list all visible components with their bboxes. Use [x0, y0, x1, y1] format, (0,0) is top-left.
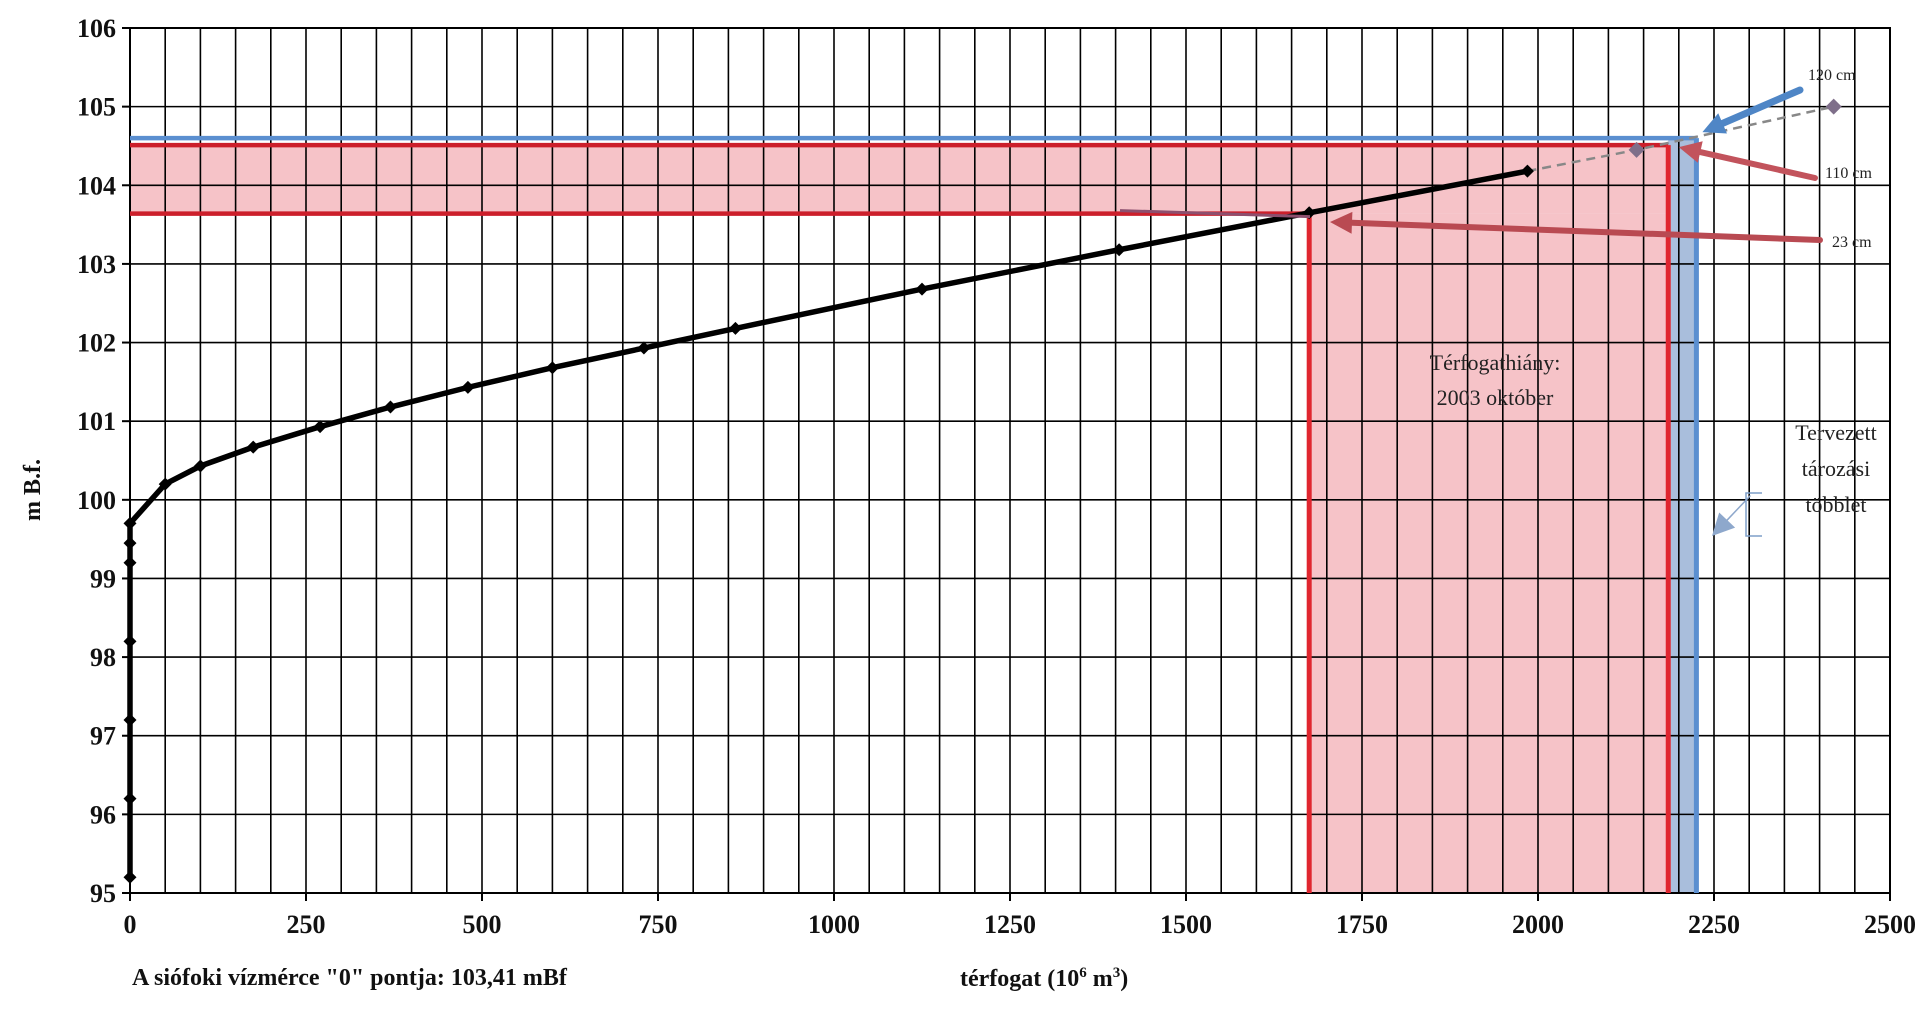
planned-label-line1: Tervezett [1795, 420, 1877, 445]
data-point-0-15 [728, 321, 742, 335]
data-point-1-1 [1628, 141, 1645, 158]
shaded-region-2 [1668, 138, 1697, 893]
y-tick-label-105: 105 [77, 93, 116, 122]
plot-frame [122, 27, 1891, 901]
y-tick-label-95: 95 [90, 879, 116, 908]
x-tick-label-0: 0 [124, 910, 137, 939]
x-axis-title-close: ) [1120, 966, 1129, 992]
data-point-0-14 [637, 341, 651, 355]
x-tick-label-500: 500 [463, 910, 502, 939]
y-tick-label-98: 98 [90, 643, 116, 672]
shaded-regions [130, 138, 1697, 894]
arrow-120cm [1702, 86, 1804, 134]
data-point-0-0 [123, 870, 137, 884]
shaded-region-1 [1309, 213, 1669, 894]
x-tick-label-1250: 1250 [984, 910, 1036, 939]
data-point-0-8 [193, 459, 207, 473]
data-markers [123, 98, 1842, 884]
arrow-120cm-shaft [1719, 86, 1804, 127]
x-axis-title: térfogat (106 m3) [960, 965, 1128, 993]
arrow-23cm-tail [1119, 209, 1311, 219]
x-axis-title-sup2: 3 [1112, 965, 1121, 981]
arrow-23cm [1330, 211, 1823, 243]
arrow-23cm-head [1330, 211, 1353, 234]
x-tick-label-750: 750 [639, 910, 678, 939]
data-point-0-11 [383, 400, 397, 414]
x-axis-title-main: térfogat (10 [960, 966, 1080, 992]
arrow-110cm-head [1678, 141, 1703, 163]
planned-label-line2: tározási [1802, 456, 1870, 481]
x-tick-label-1500: 1500 [1160, 910, 1212, 939]
data-point-0-9 [246, 440, 260, 454]
planned-label-line3: többlet [1805, 492, 1866, 517]
arrow-120cm-head [1702, 113, 1727, 134]
y-tick-label-106: 106 [77, 14, 116, 43]
data-point-0-4 [123, 556, 137, 570]
y-tick-label-97: 97 [90, 722, 116, 751]
x-axis-title-sup: 6 [1079, 965, 1087, 981]
data-point-0-10 [313, 420, 327, 434]
tick-labels: 0 250 500 750 1000 1250 1500 1750 2000 2250 2500 95… [77, 14, 1916, 939]
x-tick-label-2500: 2500 [1864, 910, 1916, 939]
deficit-label-line2: 2003 október [1437, 385, 1554, 410]
y-tick-label-100: 100 [77, 486, 116, 515]
x-tick-label-250: 250 [287, 910, 326, 939]
data-point-0-17 [1112, 243, 1126, 257]
shaded-region-0 [130, 145, 1669, 214]
y-tick-label-103: 103 [77, 250, 116, 279]
x-tick-label-1750: 1750 [1336, 910, 1388, 939]
data-point-0-5 [123, 536, 137, 550]
y-tick-label-101: 101 [77, 407, 116, 436]
data-point-0-19 [1520, 164, 1534, 178]
arrow-planned [1712, 495, 1751, 536]
x-tick-label-2250: 2250 [1688, 910, 1740, 939]
deficit-label-line1: Térfogathiány: [1430, 350, 1561, 375]
annotation-arrows [1119, 86, 1823, 537]
label-120cm: 120 cm [1808, 67, 1856, 84]
arrow-110cm [1678, 141, 1818, 181]
data-point-0-1 [123, 792, 137, 806]
y-tick-label-96: 96 [90, 800, 116, 829]
level-lines [130, 135, 1699, 893]
grid [129, 27, 1891, 894]
x-axis-title-unit: m [1086, 966, 1113, 992]
data-point-1-2 [1825, 98, 1842, 115]
label-110cm: 110 cm [1825, 165, 1873, 182]
data-point-0-12 [461, 380, 475, 394]
x-tick-label-1000: 1000 [808, 910, 860, 939]
label-23cm: 23 cm [1832, 234, 1872, 251]
y-axis-title: m B.f. [20, 459, 46, 521]
arrow-110cm-shaft [1697, 149, 1818, 181]
series-line-0 [127, 168, 1528, 878]
planned-bracket [1745, 492, 1762, 537]
data-point-0-13 [545, 361, 559, 375]
data-point-0-16 [915, 282, 929, 296]
x-tick-label-2000: 2000 [1512, 910, 1564, 939]
y-tick-label-99: 99 [90, 564, 116, 593]
data-point-0-3 [123, 634, 137, 648]
y-tick-label-104: 104 [77, 171, 116, 200]
footnote: A siófoki vízmérce "0" pontja: 103,41 mB… [132, 965, 567, 991]
data-point-0-7 [158, 477, 172, 491]
y-tick-label-102: 102 [77, 329, 116, 358]
data-point-0-6 [123, 516, 137, 530]
arrow-23cm-shaft [1348, 219, 1823, 243]
arrow-planned-head [1712, 512, 1736, 536]
data-point-0-2 [123, 713, 137, 727]
